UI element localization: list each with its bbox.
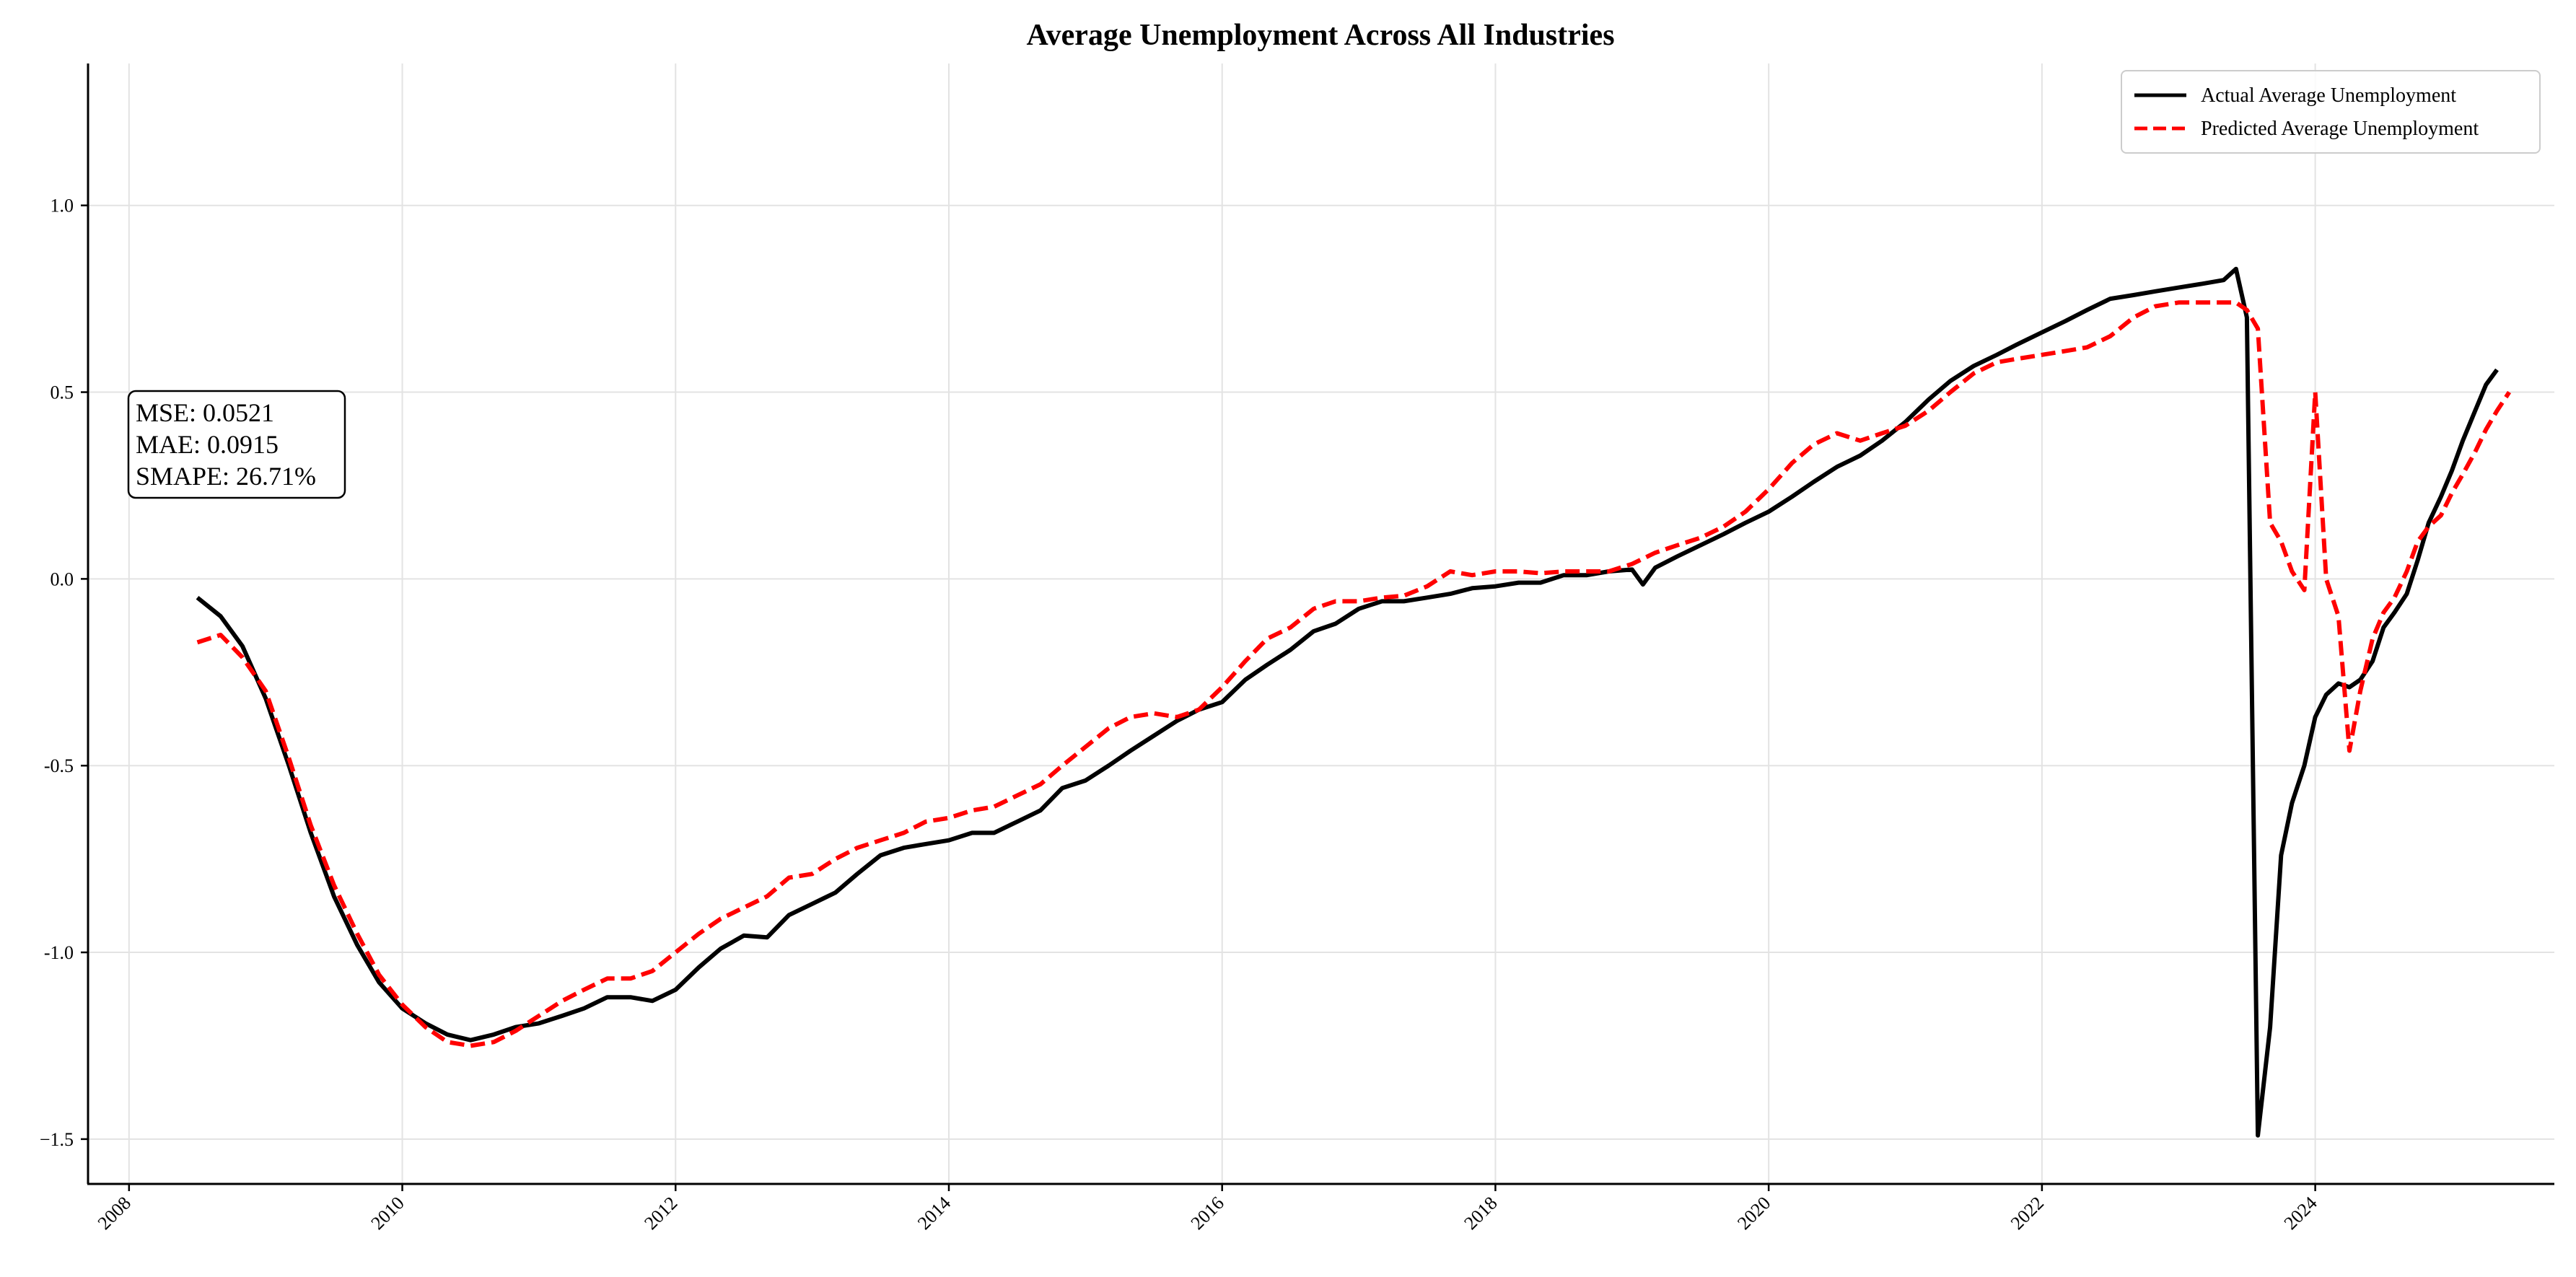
metric-mse: MSE: 0.0521 [136, 398, 274, 427]
y-tick-label: -0.5 [44, 755, 74, 776]
x-tick-label: 2022 [2007, 1193, 2048, 1234]
x-tick-label: 2012 [640, 1193, 681, 1234]
x-tick-label: 2008 [94, 1193, 135, 1234]
y-tick-label: 1.0 [51, 196, 74, 216]
series-layer [196, 266, 2512, 1138]
y-tick-label: −1.5 [40, 1129, 74, 1150]
axes [87, 63, 2554, 1185]
legend-label-predicted: Predicted Average Unemployment [2201, 118, 2479, 140]
x-tick-label: 2018 [1460, 1193, 1501, 1234]
y-tick-label: 0.5 [51, 382, 74, 403]
legend-label-actual: Actual Average Unemployment [2201, 84, 2456, 107]
legend-box [2121, 70, 2541, 154]
chart-title: Average Unemployment Across All Industri… [1026, 19, 1614, 52]
x-tick-label: 2014 [914, 1193, 955, 1234]
metrics-box-frame [127, 390, 346, 499]
predicted-series-line [196, 300, 2512, 1048]
x-tick-label: 2024 [2280, 1193, 2321, 1234]
actual-series-line [196, 266, 2499, 1138]
grid [88, 63, 2554, 1184]
x-tick-label: 2016 [1187, 1193, 1228, 1234]
metric-mae: MAE: 0.0915 [136, 430, 279, 459]
y-tick-label: -1.0 [44, 942, 74, 963]
y-tick-label: 0.0 [51, 569, 74, 589]
metric-smape: SMAPE: 26.71% [136, 462, 316, 491]
legend: Actual Average Unemployment Predicted Av… [2121, 70, 2541, 154]
x-tick-label: 2010 [367, 1193, 408, 1234]
metrics-box: MSE: 0.0521 MAE: 0.0915 SMAPE: 26.71% [127, 390, 346, 499]
x-tick-label: 2020 [1733, 1193, 1774, 1234]
